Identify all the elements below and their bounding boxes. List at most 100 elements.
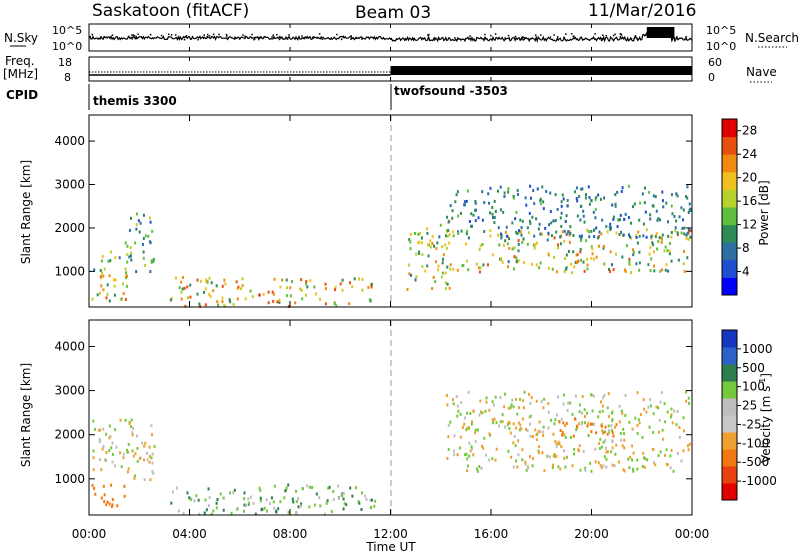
heatmap-cell [149, 220, 152, 224]
noise-search-point [514, 35, 517, 38]
heatmap-cell [136, 434, 139, 438]
noise-search-point [234, 36, 236, 39]
heatmap-cell [349, 486, 352, 490]
heatmap-cell [266, 509, 269, 513]
cpid-themis: themis 3300 [93, 94, 177, 108]
heatmap-cell [285, 278, 288, 282]
heatmap-cell [601, 429, 604, 433]
heatmap-cell [114, 256, 117, 260]
heatmap-cell [414, 232, 417, 236]
heatmap-cell [576, 253, 579, 257]
heatmap-cell [476, 467, 479, 471]
heatmap-cell [524, 462, 527, 466]
heatmap-cell [602, 431, 605, 435]
heatmap-cell [108, 436, 111, 440]
heatmap-cell [539, 199, 542, 203]
heatmap-cell [515, 459, 518, 463]
noise-search-point [620, 34, 623, 36]
heatmap-cell [572, 434, 575, 438]
noise-search-point [242, 34, 244, 36]
heatmap-cell [652, 250, 655, 254]
heatmap-cell [589, 461, 592, 465]
heatmap-cell [148, 454, 151, 458]
heatmap-cell [689, 235, 692, 239]
heatmap-cell [209, 294, 212, 298]
heatmap-cell [611, 263, 614, 267]
heatmap-cell [100, 496, 103, 500]
heatmap-cell [101, 255, 104, 259]
heatmap-cell [616, 190, 619, 194]
heatmap-cell [594, 198, 597, 202]
heatmap-cell [519, 397, 522, 401]
heatmap-cell [581, 395, 584, 399]
heatmap-cell [687, 237, 690, 241]
heatmap-cell [92, 419, 95, 423]
heatmap-cell [365, 497, 368, 501]
heatmap-cell [294, 301, 297, 305]
heatmap-cell [641, 192, 644, 196]
heatmap-cell [518, 230, 521, 234]
heatmap-cell [547, 410, 550, 414]
heatmap-cell [111, 498, 114, 502]
heatmap-cell [455, 193, 458, 197]
heatmap-cell [669, 466, 672, 470]
heatmap-cell [138, 230, 141, 234]
heatmap-cell [300, 278, 303, 282]
heatmap-cell [175, 486, 178, 490]
heatmap-cell [111, 503, 114, 507]
heatmap-cell [491, 205, 494, 209]
heatmap-cell [499, 208, 502, 212]
heatmap-cell [585, 239, 588, 243]
heatmap-cell [258, 293, 261, 297]
heatmap-cell [628, 235, 631, 239]
heatmap-cell [212, 509, 215, 513]
cpid-label: CPID [6, 88, 38, 102]
heatmap-cell [683, 232, 686, 236]
heatmap-cell [421, 253, 424, 257]
heatmap-cell [670, 413, 673, 417]
heatmap-cell [576, 199, 579, 203]
heatmap-cell [446, 282, 449, 286]
heatmap-cell [595, 255, 598, 259]
heatmap-cell [128, 228, 131, 232]
heatmap-cell [572, 250, 575, 254]
colorbar-cell [722, 242, 737, 261]
heatmap-cell [351, 285, 354, 289]
heatmap-cell [609, 227, 612, 231]
heatmap-cell [669, 454, 672, 458]
noise-search-point [312, 37, 315, 39]
heatmap-cell [263, 506, 266, 510]
heatmap-cell [611, 431, 614, 435]
heatmap-cell [577, 448, 580, 452]
noise-search-point [301, 37, 304, 39]
heatmap-cell [620, 409, 623, 413]
heatmap-cell [603, 262, 606, 266]
noise-search-point [350, 37, 353, 40]
heatmap-cell [579, 403, 582, 407]
heatmap-cell [306, 285, 309, 289]
heatmap-cell [595, 226, 598, 230]
heatmap-cell [284, 489, 287, 493]
heatmap-cell [666, 249, 669, 253]
noise-search-point [271, 36, 273, 38]
heatmap-cell [114, 278, 117, 282]
heatmap-cell [511, 221, 514, 225]
heatmap-cell [223, 278, 226, 282]
heatmap-cell [279, 285, 282, 289]
heatmap-cell [586, 263, 589, 267]
heatmap-cell [217, 303, 220, 307]
heatmap-cell [301, 487, 304, 491]
heatmap-cell [581, 411, 584, 415]
heatmap-cell [147, 234, 150, 238]
heatmap-cell [682, 208, 685, 212]
noise-search-point [342, 35, 345, 38]
heatmap-cell [131, 433, 134, 437]
heatmap-cell [205, 508, 208, 512]
noise-search-point [563, 36, 565, 39]
heatmap-cell [417, 241, 420, 245]
heatmap-cell [565, 266, 568, 270]
heatmap-cell [504, 239, 507, 243]
heatmap-cell [627, 233, 630, 237]
freq-tick-top: 18 [58, 56, 72, 69]
